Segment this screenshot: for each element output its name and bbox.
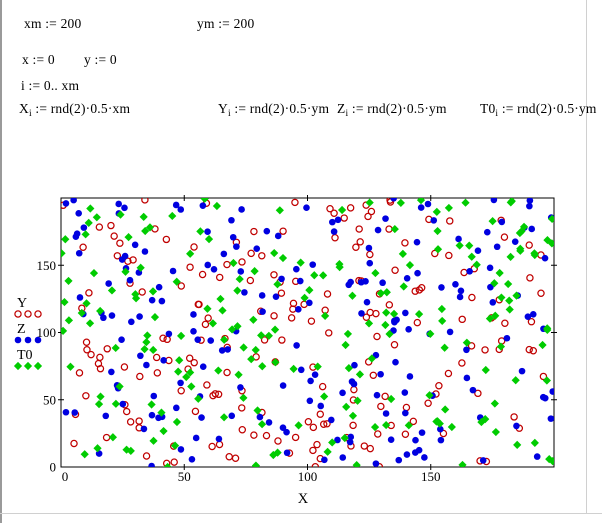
- expression-text: := rnd(2)·0.5·ym: [498, 101, 597, 116]
- expression-text: i := 0.. xm: [21, 78, 80, 93]
- expression-xm-definition[interactable]: xm := 200: [24, 16, 81, 32]
- expression-y-definition[interactable]: y := 0: [84, 52, 117, 68]
- legend-entry-T0: T0: [13, 348, 43, 371]
- x-axis-label: X: [298, 491, 309, 507]
- expression-ym-definition[interactable]: ym := 200: [197, 16, 254, 32]
- legend-entry-Z: Z: [14, 322, 42, 344]
- plot-border-box: [60, 197, 555, 468]
- expression-x-definition[interactable]: x := 0: [22, 52, 55, 68]
- expression-subscript: i: [227, 109, 231, 119]
- plot-trace-legend: YZ T0: [13, 296, 43, 371]
- expression-base: X: [19, 101, 29, 116]
- expression-text: := rnd(2)·0.5·ym: [348, 101, 447, 116]
- expression-range-definition[interactable]: i := 0.. xm: [21, 78, 79, 94]
- y-axis-tick-label: 100: [37, 325, 57, 340]
- expression-base: Y: [218, 101, 228, 116]
- x-axis-tick-label: 0: [62, 469, 69, 484]
- expression-text: := rnd(2)·0.5·ym: [230, 101, 330, 116]
- legend-entry-Y: Y: [14, 296, 42, 318]
- expression-X-vector-definition[interactable]: Xi := rnd(2)·0.5·xm: [19, 101, 130, 119]
- expression-base: Z: [337, 101, 346, 116]
- expression-Z-vector-definition[interactable]: Zi := rnd(2)·0.5·ym: [337, 101, 447, 119]
- expression-subscript: i: [345, 109, 349, 119]
- expression-text: ym := 200: [197, 16, 255, 31]
- axis-tick-marks: [58, 195, 557, 470]
- legend-label: Z: [17, 322, 26, 337]
- axis-tick-labels: 0 50 100 150 0 50 100 150: [37, 258, 441, 484]
- expression-text: x := 0: [22, 52, 55, 67]
- expression-text: y := 0: [84, 52, 117, 67]
- x-axis-tick-label: 50: [178, 469, 191, 484]
- expression-text: xm := 200: [24, 16, 82, 31]
- page-margin-line-horizontal: [0, 513, 602, 514]
- expression-base: T0: [480, 101, 496, 116]
- window-left-border: [0, 0, 2, 523]
- legend-label: T0: [17, 348, 33, 363]
- x-axis-tick-label: 100: [298, 469, 318, 484]
- expression-T0-vector-definition[interactable]: T0i := rnd(2)·0.5·ym: [480, 101, 597, 119]
- legend-label: Y: [17, 296, 27, 311]
- scatter-points-layer: [61, 198, 554, 467]
- page-margin-line-vertical: [586, 0, 587, 514]
- y-axis-tick-label: 0: [50, 460, 57, 475]
- x-axis-tick-label: 150: [421, 469, 441, 484]
- series-T0-points: [61, 198, 554, 467]
- series-Z-points: [62, 198, 554, 467]
- expression-text: := rnd(2)·0.5·xm: [31, 101, 131, 116]
- y-axis-tick-label: 50: [43, 392, 56, 407]
- expression-Y-vector-definition[interactable]: Yi := rnd(2)·0.5·ym: [218, 101, 329, 119]
- expression-subscript: i: [28, 109, 32, 119]
- y-axis-tick-label: 150: [37, 258, 57, 273]
- expression-subscript: i: [495, 109, 499, 119]
